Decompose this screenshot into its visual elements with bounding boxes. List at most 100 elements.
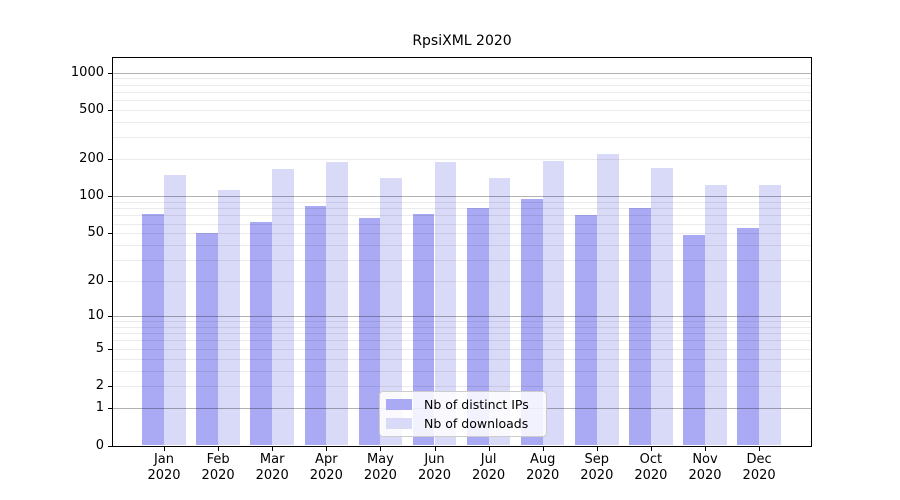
bar-distinct-ips-may bbox=[358, 217, 381, 446]
bar-distinct-ips-aug bbox=[520, 199, 543, 446]
x-tick-label-apr: Apr 2020 bbox=[295, 452, 357, 484]
y-axis-tick-label-500: 500 bbox=[79, 101, 104, 117]
legend-swatch-distinct-ips bbox=[386, 399, 412, 410]
y-axis-tick-mark-1000 bbox=[108, 72, 112, 74]
gridline-minor-800 bbox=[113, 84, 811, 86]
y-axis-tick-label-1: 1 bbox=[95, 400, 104, 416]
gridline-minor-6 bbox=[113, 340, 811, 342]
bar-downloads-aug bbox=[542, 161, 565, 446]
bar-downloads-oct bbox=[650, 168, 673, 446]
y-axis-tick-mark-500 bbox=[108, 109, 112, 111]
bar-distinct-ips-nov bbox=[683, 235, 705, 446]
x-tick-label-nov: Nov 2020 bbox=[674, 452, 736, 484]
gridline-minor-80 bbox=[113, 208, 811, 210]
chart-title: RpsiXML 2020 bbox=[412, 33, 512, 49]
y-axis-tick-mark-2 bbox=[108, 386, 112, 388]
legend-item-distinct-ips: Nb of distinct IPs bbox=[380, 397, 546, 412]
y-axis-tick-mark-200 bbox=[108, 159, 112, 161]
y-axis-tick-mark-5 bbox=[108, 348, 112, 350]
bar-distinct-ips-oct bbox=[629, 207, 651, 446]
x-tick-label-sep: Sep 2020 bbox=[566, 452, 628, 484]
y-axis-tick-mark-50 bbox=[108, 233, 112, 235]
legend-label-downloads: Nb of downloads bbox=[424, 416, 529, 431]
x-tick-month-sep: Sep bbox=[584, 452, 610, 467]
x-tick-label-dec: Dec 2020 bbox=[728, 452, 790, 484]
x-tick-label-jun: Jun 2020 bbox=[404, 452, 466, 484]
x-tick-year-jun: 2020 bbox=[417, 468, 452, 483]
x-axis-tick-mark-apr bbox=[326, 446, 328, 451]
x-axis-tick-mark-jul bbox=[488, 446, 490, 451]
x-tick-month-dec: Dec bbox=[746, 452, 772, 467]
x-tick-month-feb: Feb bbox=[206, 452, 230, 467]
gridline-minor-5 bbox=[113, 348, 811, 350]
gridline-minor-500 bbox=[113, 109, 811, 111]
y-axis-tick-mark-1 bbox=[108, 408, 112, 410]
bar-distinct-ips-mar bbox=[250, 221, 273, 446]
x-axis-tick-mark-jan bbox=[164, 446, 165, 451]
x-tick-year-dec: 2020 bbox=[742, 468, 776, 483]
x-axis-tick-mark-nov bbox=[705, 446, 706, 451]
gridline-minor-7 bbox=[113, 333, 811, 335]
y-axis-tick-mark-10 bbox=[108, 316, 112, 318]
bar-downloads-dec bbox=[759, 185, 781, 446]
gridline-minor-3 bbox=[113, 370, 811, 372]
x-tick-label-jul: Jul 2020 bbox=[458, 452, 520, 484]
gridline-minor-700 bbox=[113, 91, 811, 93]
x-tick-month-may: May bbox=[366, 452, 394, 467]
y-axis-tick-label-20: 20 bbox=[87, 273, 104, 289]
bar-distinct-ips-apr bbox=[304, 206, 327, 446]
y-axis-tick-label-50: 50 bbox=[87, 225, 104, 241]
gridline-minor-70 bbox=[113, 215, 811, 217]
x-tick-label-oct: Oct 2020 bbox=[620, 452, 682, 484]
y-axis-tick-mark-0 bbox=[108, 445, 112, 447]
x-tick-label-jan: Jan 2020 bbox=[133, 452, 195, 484]
gridline-minor-50 bbox=[113, 233, 811, 235]
y-axis-tick-label-100: 100 bbox=[79, 188, 104, 204]
x-tick-month-jul: Jul bbox=[480, 452, 497, 467]
bar-downloads-feb bbox=[218, 189, 240, 446]
bar-downloads-apr bbox=[326, 162, 349, 446]
x-tick-month-nov: Nov bbox=[692, 452, 718, 467]
x-tick-month-jun: Jun bbox=[424, 452, 445, 467]
gridline-minor-4 bbox=[113, 358, 811, 360]
x-tick-year-mar: 2020 bbox=[255, 468, 289, 483]
x-tick-year-may: 2020 bbox=[363, 468, 397, 483]
x-tick-year-feb: 2020 bbox=[201, 468, 235, 483]
y-axis-tick-label-0: 0 bbox=[95, 437, 104, 453]
legend-label-distinct-ips: Nb of distinct IPs bbox=[424, 397, 529, 412]
x-tick-label-feb: Feb 2020 bbox=[187, 452, 249, 484]
x-tick-year-apr: 2020 bbox=[309, 468, 343, 483]
gridline-minor-9 bbox=[113, 321, 811, 323]
x-tick-year-oct: 2020 bbox=[634, 468, 668, 483]
x-tick-label-mar: Mar 2020 bbox=[241, 452, 303, 484]
x-tick-month-oct: Oct bbox=[639, 452, 663, 467]
x-axis-tick-mark-feb bbox=[218, 446, 220, 451]
gridline-minor-40 bbox=[113, 245, 811, 247]
gridline-minor-200 bbox=[113, 159, 811, 161]
x-tick-year-aug: 2020 bbox=[526, 468, 560, 483]
gridline-minor-8 bbox=[113, 326, 811, 328]
x-tick-label-may: May 2020 bbox=[349, 452, 411, 484]
x-tick-month-mar: Mar bbox=[259, 452, 285, 467]
gridline-major-1000 bbox=[113, 72, 811, 74]
x-tick-label-aug: Aug 2020 bbox=[512, 452, 574, 484]
gridline-minor-300 bbox=[113, 137, 811, 139]
gridline-minor-600 bbox=[113, 100, 811, 102]
bar-distinct-ips-jan bbox=[142, 213, 164, 446]
y-axis-tick-label-200: 200 bbox=[79, 151, 104, 167]
bar-distinct-ips-feb bbox=[196, 233, 219, 446]
gridline-minor-60 bbox=[113, 223, 811, 225]
bar-downloads-jan bbox=[164, 174, 186, 446]
legend-swatch-downloads bbox=[386, 418, 412, 429]
gridline-minor-20 bbox=[113, 281, 811, 283]
x-axis-tick-mark-mar bbox=[272, 446, 274, 451]
bar-distinct-ips-dec bbox=[737, 228, 760, 446]
bar-downloads-jul bbox=[488, 177, 511, 446]
x-axis-tick-mark-jun bbox=[434, 446, 436, 451]
x-tick-year-jul: 2020 bbox=[472, 468, 506, 483]
bar-distinct-ips-jul bbox=[466, 207, 489, 446]
x-tick-month-aug: Aug bbox=[529, 452, 556, 467]
gridline-minor-30 bbox=[113, 260, 811, 262]
x-tick-year-sep: 2020 bbox=[580, 468, 614, 483]
